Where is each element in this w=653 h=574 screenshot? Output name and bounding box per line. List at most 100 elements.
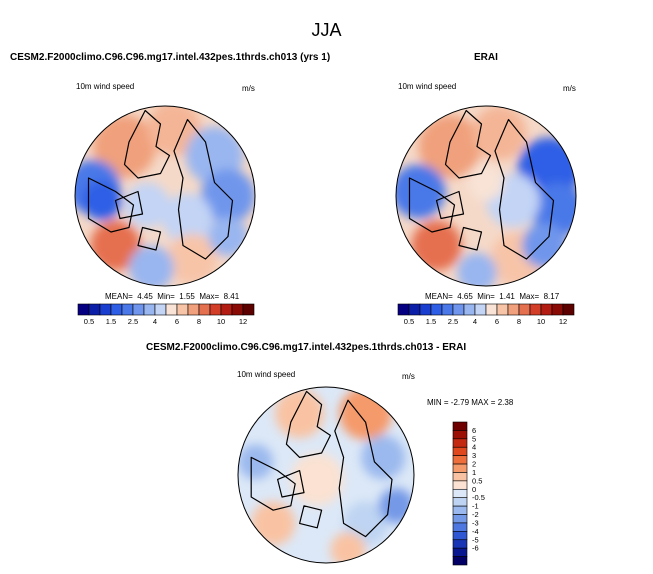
obs-max-value: 8.17 xyxy=(543,292,560,301)
obs-colorbar-tick-label: 12 xyxy=(559,317,567,326)
obs-colorbar-tick-label: 4 xyxy=(473,317,477,326)
map-boundary-diff xyxy=(237,386,415,564)
diff-colorbar-box xyxy=(452,522,468,532)
obs-colorbar: 0.5 1.5 2.5 4 6 8 10 12 xyxy=(397,303,575,326)
diff-colorbar-box xyxy=(452,539,468,549)
obs-colorbar-box xyxy=(540,303,553,316)
obs-colorbar-tick-label: 1.5 xyxy=(426,317,436,326)
diff-colorbar-tick-label: -1 xyxy=(472,502,479,511)
coastline-model-1 xyxy=(173,118,234,260)
model-mean-value: 4.45 xyxy=(137,292,153,301)
obs-colorbar-box xyxy=(551,303,564,316)
model-min-value: 1.55 xyxy=(179,292,195,301)
diff-colorbar-tick-label: 0 xyxy=(472,485,476,494)
model-colorbar-box xyxy=(198,303,211,316)
diff-colorbar-tick-label: 1 xyxy=(472,468,476,477)
model-colorbar-tick-label: 0.5 xyxy=(84,317,94,326)
model-polar-map xyxy=(74,105,256,287)
diff-colorbar-box xyxy=(452,480,468,490)
obs-colorbar-box xyxy=(529,303,542,316)
obs-colorbar-box xyxy=(430,303,443,316)
model-colorbar-box xyxy=(209,303,222,316)
model-colorbar-tick-label: 1.5 xyxy=(106,317,116,326)
model-max-value: 8.41 xyxy=(223,292,240,301)
diff-colorbar-box xyxy=(452,430,468,440)
obs-colorbar-box xyxy=(408,303,421,316)
diff-polar-map xyxy=(237,386,415,564)
diff-colorbar-tick-label: -3 xyxy=(472,518,479,527)
obs-colorbar-box xyxy=(474,303,487,316)
coastline-obs-1 xyxy=(494,118,555,260)
diff-colorbar-box xyxy=(452,472,468,482)
diff-colorbar-box xyxy=(452,446,468,456)
model-max-label: Max= xyxy=(199,292,220,301)
model-colorbar-box xyxy=(88,303,101,316)
diff-colorbar-box xyxy=(452,438,468,448)
obs-colorbar-box xyxy=(441,303,454,316)
model-panel-title: CESM2.F2000climo.C96.C96.mg17.intel.432p… xyxy=(10,52,331,63)
diff-colorbar-tick-label: 5 xyxy=(472,434,476,443)
coastline-diff-0 xyxy=(285,390,331,458)
model-colorbar-box xyxy=(110,303,123,316)
obs-stats: MEAN= 4.65 Min= 1.41 Max= 8.17 xyxy=(425,292,559,301)
obs-colorbar-box xyxy=(507,303,520,316)
model-units-label: m/s xyxy=(242,84,255,93)
coastline-diff-3 xyxy=(299,505,323,529)
obs-colorbar-tick-label: 10 xyxy=(537,317,545,326)
obs-colorbar-tick-label: 2.5 xyxy=(448,317,458,326)
obs-panel-title: ERAI xyxy=(474,52,498,63)
diff-colorbar-box xyxy=(452,463,468,473)
model-colorbar-tick-label: 6 xyxy=(175,317,179,326)
model-colorbar-box xyxy=(132,303,145,316)
obs-colorbar-box xyxy=(485,303,498,316)
diff-colorbar-box xyxy=(452,421,468,431)
coastline-obs-3 xyxy=(458,226,483,251)
obs-min-value: 1.41 xyxy=(499,292,515,301)
diff-colorbar-tick-label: 0.5 xyxy=(472,476,482,485)
obs-units-label: m/s xyxy=(563,84,576,93)
coastline-obs-4 xyxy=(435,190,465,220)
model-colorbar-box xyxy=(187,303,200,316)
coastline-diff-2 xyxy=(250,456,296,511)
diff-colorbar-box xyxy=(452,547,468,557)
coastline-diff-4 xyxy=(277,470,305,498)
obs-mean-value: 4.65 xyxy=(457,292,473,301)
model-stats: MEAN= 4.45 Min= 1.55 Max= 8.41 xyxy=(105,292,239,301)
model-colorbar-tick-label: 12 xyxy=(239,317,247,326)
model-colorbar-box xyxy=(154,303,167,316)
obs-colorbar-box xyxy=(518,303,531,316)
coastline-model-4 xyxy=(114,190,144,220)
diff-colorbar-tick-label: 2 xyxy=(472,460,476,469)
coastline-obs-2 xyxy=(408,177,456,233)
diff-stats: MIN = -2.79 MAX = 2.38 xyxy=(427,398,514,407)
diff-colorbar-box xyxy=(452,455,468,465)
obs-colorbar-box xyxy=(463,303,476,316)
model-colorbar-tick-label: 8 xyxy=(197,317,201,326)
model-colorbar: 0.5 1.5 2.5 4 6 8 10 12 xyxy=(77,303,255,326)
coastline-diff-1 xyxy=(334,399,393,538)
model-colorbar-box xyxy=(176,303,189,316)
model-colorbar-box xyxy=(77,303,90,316)
model-min-label: Min= xyxy=(157,292,175,301)
model-colorbar-box xyxy=(242,303,255,316)
diff-colorbar-tick-label: 4 xyxy=(472,443,476,452)
obs-polar-map xyxy=(395,105,577,287)
obs-variable-label: 10m wind speed xyxy=(398,82,457,91)
coastline-model-2 xyxy=(87,177,135,233)
model-colorbar-box xyxy=(220,303,233,316)
obs-colorbar-tick-label: 0.5 xyxy=(404,317,414,326)
coastline-obs-0 xyxy=(444,109,492,179)
diff-colorbar-tick-label: 3 xyxy=(472,451,476,460)
map-boundary-obs xyxy=(395,105,577,287)
model-colorbar-box xyxy=(99,303,112,316)
diff-colorbar-box xyxy=(452,497,468,507)
model-colorbar-box xyxy=(165,303,178,316)
obs-colorbar-box xyxy=(452,303,465,316)
diff-units-label: m/s xyxy=(402,372,415,381)
diff-colorbar-box xyxy=(452,488,468,499)
diff-colorbar-box xyxy=(452,505,468,515)
coastline-model-3 xyxy=(137,226,162,251)
figure-title: JJA xyxy=(311,20,342,40)
